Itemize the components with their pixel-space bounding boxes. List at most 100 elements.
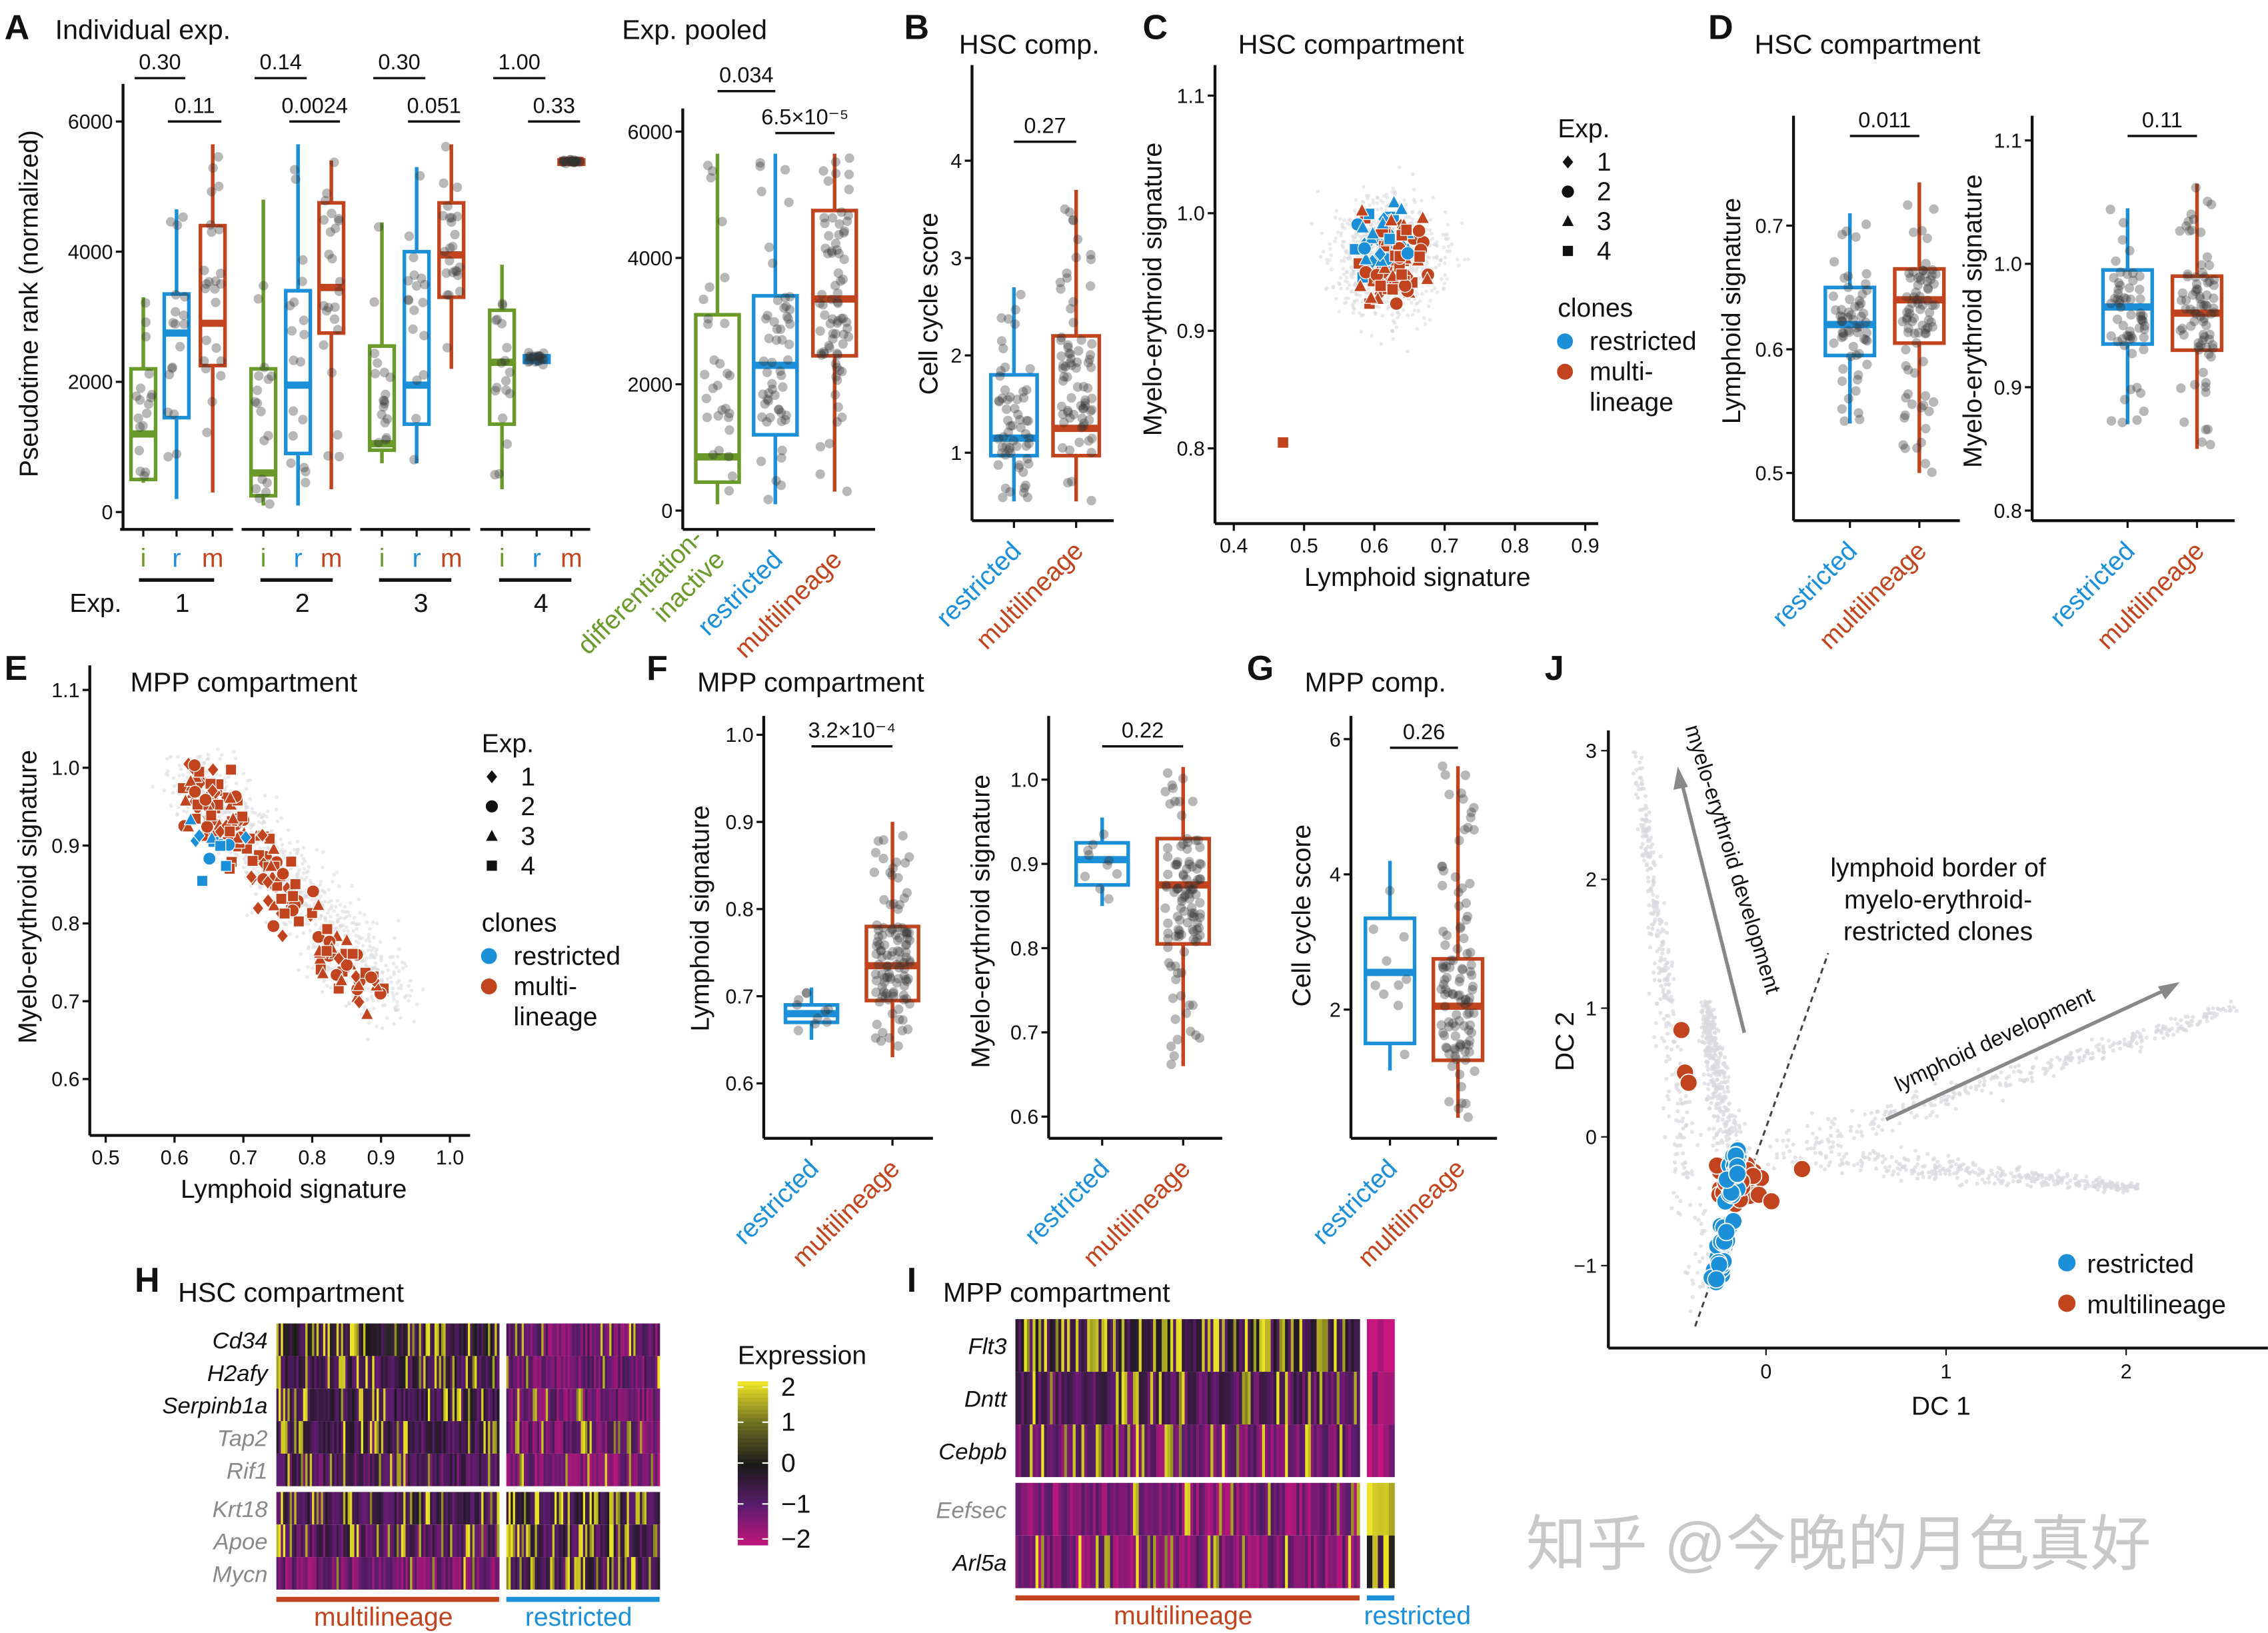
jitter-point [492, 315, 503, 325]
background-cell [1435, 240, 1439, 244]
jitter-point [1076, 423, 1087, 433]
jitter-point [1927, 265, 1937, 275]
jitter-point [565, 155, 576, 165]
jitter-point [1844, 327, 1854, 337]
background-cell [177, 763, 182, 767]
jitter-point [1924, 407, 1934, 417]
background-cell [1747, 1146, 1751, 1150]
jitter-point [1454, 1016, 1464, 1026]
jitter-point [1178, 869, 1188, 880]
jitter-point [1058, 376, 1068, 386]
jitter-point [888, 987, 899, 997]
jitter-point [374, 222, 384, 232]
background-cell [1869, 1110, 1873, 1115]
jitter-point [827, 248, 837, 258]
background-cell [1404, 203, 1408, 207]
background-cell [1926, 1170, 1931, 1175]
background-cell [1640, 782, 1645, 787]
jitter-point [1071, 363, 1081, 373]
jitter-point [838, 228, 849, 238]
jitter-point [997, 393, 1007, 403]
jitter-point [815, 442, 826, 452]
background-cell [1379, 207, 1384, 211]
jitter-point [1927, 300, 1937, 311]
jitter-point [1192, 864, 1202, 874]
background-cell [1742, 1122, 1747, 1126]
background-cell [319, 914, 323, 918]
jitter-point [1006, 421, 1016, 431]
jitter-point [420, 279, 430, 290]
background-cell [1885, 1104, 1890, 1109]
jitter-point [874, 960, 884, 970]
background-cell [2020, 1078, 2025, 1082]
jitter-point [377, 409, 387, 420]
jitter-point [1837, 229, 1847, 240]
background-cell [1646, 879, 1651, 884]
multilineage-clone-point [279, 907, 291, 920]
jitter-point [1177, 893, 1187, 904]
jitter-point [1440, 989, 1450, 1000]
background-cell [1338, 217, 1342, 221]
jitter-point [899, 971, 910, 981]
jitter-point [2204, 335, 2215, 345]
background-cell [1372, 219, 1376, 224]
background-cell [2096, 1180, 2101, 1185]
jitter-point [1921, 329, 1931, 339]
background-cell [1358, 293, 1362, 298]
jitter-point [816, 348, 826, 359]
jitter-point [1187, 911, 1197, 921]
jitter-point [141, 298, 151, 308]
background-cell [1715, 1078, 1719, 1082]
background-cell [367, 1021, 371, 1025]
background-cell [218, 757, 222, 761]
background-cell [1698, 1284, 1702, 1289]
jitter-point [201, 279, 211, 289]
jitter-point [1907, 298, 1917, 309]
background-cell [1442, 281, 1447, 285]
background-cell [1672, 1190, 1676, 1195]
jitter-point [2205, 329, 2215, 339]
jitter-point [998, 493, 1008, 503]
jitter-point [1852, 375, 1863, 385]
jitter-point [2209, 280, 2219, 291]
jitter-point [1464, 996, 1474, 1007]
background-cell [1648, 945, 1653, 950]
y-tick-label: 0.9 [1010, 853, 1038, 876]
jitter-point [323, 451, 333, 461]
jitter-point [1922, 295, 1933, 305]
background-cell [335, 942, 340, 947]
background-cell [1670, 960, 1674, 965]
box-iqr [402, 249, 431, 427]
background-cell [1989, 1168, 1993, 1173]
jitter-point [1004, 445, 1014, 455]
background-cell [253, 811, 257, 815]
multilineage-clone-point [287, 890, 299, 902]
group-letter: i [499, 545, 505, 573]
background-cell [385, 1016, 389, 1020]
multilineage-clone-point [347, 948, 359, 960]
background-cell [297, 868, 301, 872]
jitter-point [1461, 898, 1472, 908]
background-cell [1662, 1016, 1666, 1021]
jitter-point [1176, 902, 1186, 913]
background-cell [233, 851, 237, 855]
jitter-point [715, 359, 725, 369]
jitter-point [1841, 226, 1851, 237]
background-cell [344, 914, 349, 919]
jitter-point [417, 273, 427, 283]
background-cell [1321, 249, 1326, 254]
jitter-point [2114, 298, 2125, 309]
background-cell [1450, 242, 1454, 247]
background-cell [366, 948, 371, 952]
jitter-point [833, 316, 843, 326]
jitter-point [1190, 878, 1200, 888]
background-cell [1775, 1138, 1779, 1142]
background-cell [307, 904, 312, 908]
jitter-point [2175, 226, 2185, 236]
background-cell [1666, 974, 1670, 978]
background-cell [1850, 1108, 1855, 1113]
multilineage-clone-point [275, 892, 287, 905]
jitter-point [1918, 265, 1928, 276]
y-tick-label: 0.7 [726, 985, 754, 1008]
background-cell [2099, 1036, 2105, 1041]
